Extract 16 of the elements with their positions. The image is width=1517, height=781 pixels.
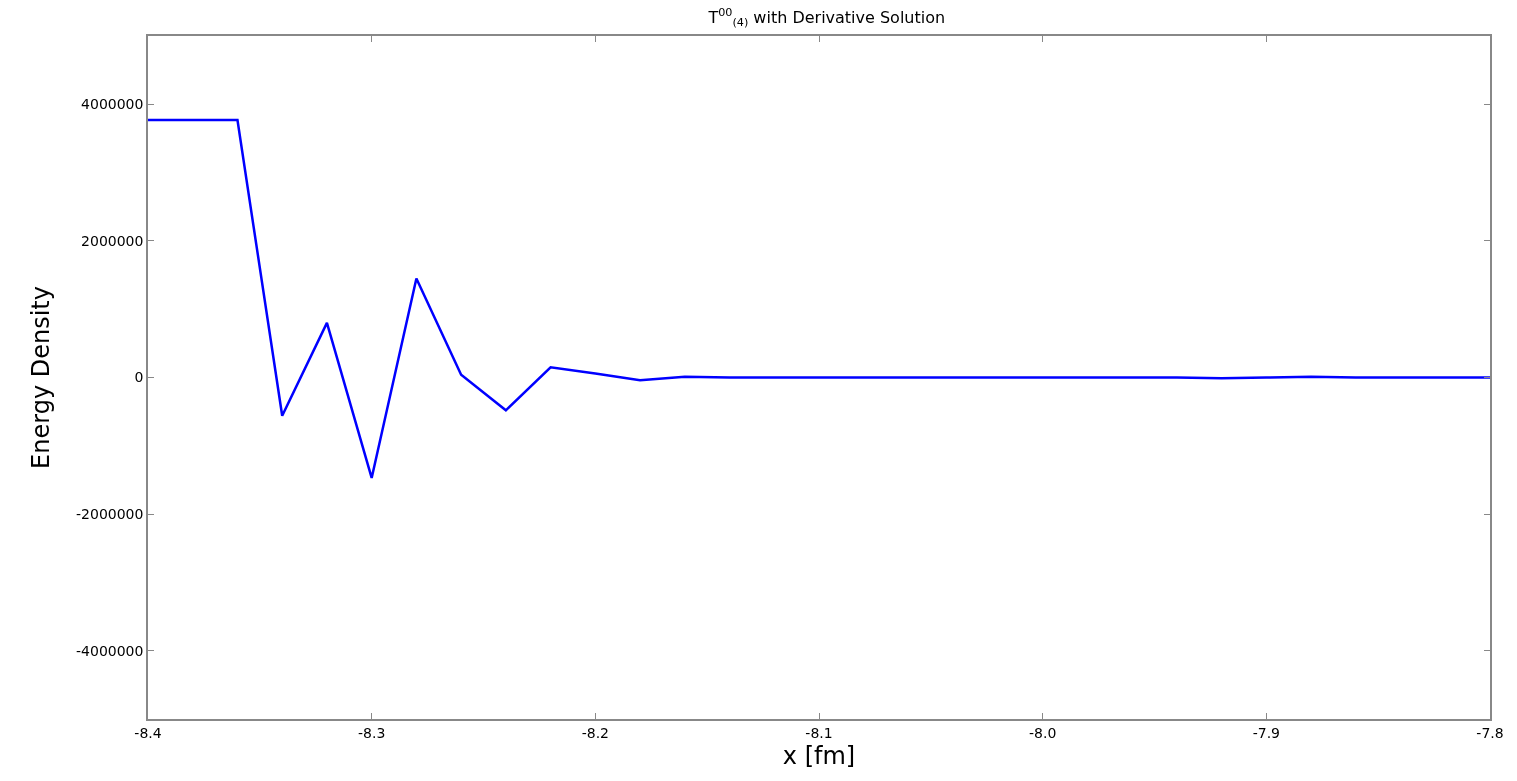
x-tick-label: -7.9	[1252, 724, 1280, 741]
x-tick-label: -8.0	[1029, 724, 1057, 741]
y-axis-title: Energy Density	[26, 286, 55, 469]
y-tick-label: -4000000	[76, 642, 144, 659]
chart-title: T$^{00}$$_{(4)}$ with Derivative Solution	[707, 6, 946, 30]
x-tick-label: -8.4	[134, 724, 162, 741]
line-series	[148, 118, 1490, 480]
x-tick-label: -8.1	[805, 724, 833, 741]
y-tick-label: 0	[134, 369, 144, 386]
y-tick-label: 4000000	[81, 96, 144, 113]
y-tick-label: -2000000	[76, 506, 144, 522]
x-axis-title: x [fm]	[782, 742, 856, 771]
x-tick-label: -7.8	[1476, 724, 1504, 741]
x-tick-label: -8.3	[358, 724, 386, 741]
y-tick-label: 2000000	[81, 232, 144, 249]
x-tick-label: -8.2	[581, 724, 609, 741]
